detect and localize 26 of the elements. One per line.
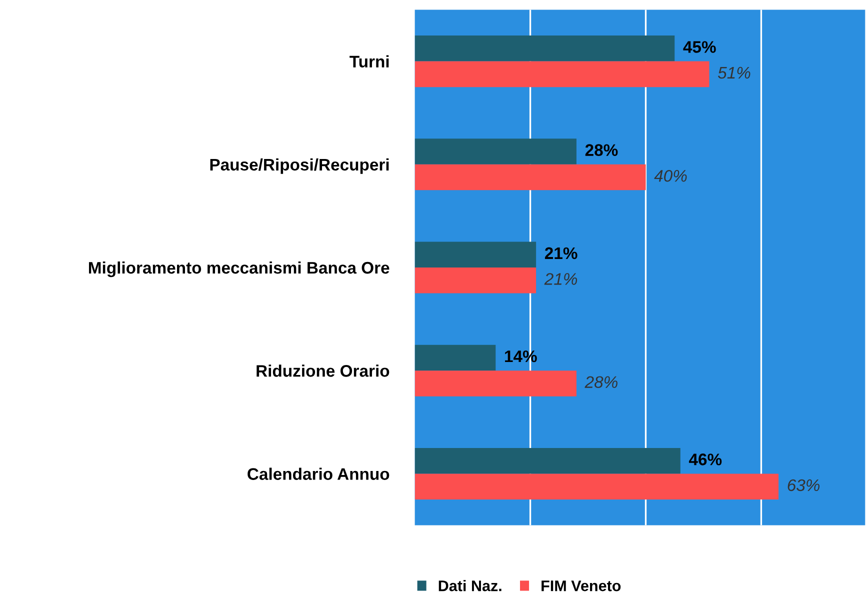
data-label: 21% bbox=[544, 247, 578, 260]
data-label: 63% bbox=[788, 479, 820, 492]
data-label: 46% bbox=[688, 454, 722, 466]
bar bbox=[414, 61, 710, 88]
data-label: 45% bbox=[683, 41, 716, 53]
bar bbox=[414, 370, 576, 396]
bar bbox=[414, 164, 646, 190]
bar bbox=[414, 36, 675, 62]
bar bbox=[414, 344, 496, 371]
y-tick-label: Miglioramento meccanismi Banca Ore bbox=[88, 261, 390, 278]
legend-label: Dati Naz. bbox=[438, 580, 502, 592]
bar bbox=[414, 474, 779, 500]
bar bbox=[414, 448, 680, 474]
data-label: 21% bbox=[544, 273, 578, 285]
y-tick-label: Riduzione Orario bbox=[256, 364, 390, 377]
data-label: 28% bbox=[585, 144, 618, 156]
y-tick-label: Pause/Riposi/Recuperi bbox=[210, 158, 389, 174]
data-label: 28% bbox=[584, 376, 618, 388]
y-tick-label: Calendario Annuo bbox=[248, 468, 390, 480]
bar bbox=[414, 242, 536, 268]
bar bbox=[414, 138, 576, 164]
data-label: 40% bbox=[654, 170, 687, 182]
y-tick-label: Turni bbox=[350, 55, 389, 68]
data-label: 51% bbox=[718, 66, 750, 79]
bar bbox=[414, 268, 536, 294]
legend-label: FIM Veneto bbox=[542, 580, 621, 592]
